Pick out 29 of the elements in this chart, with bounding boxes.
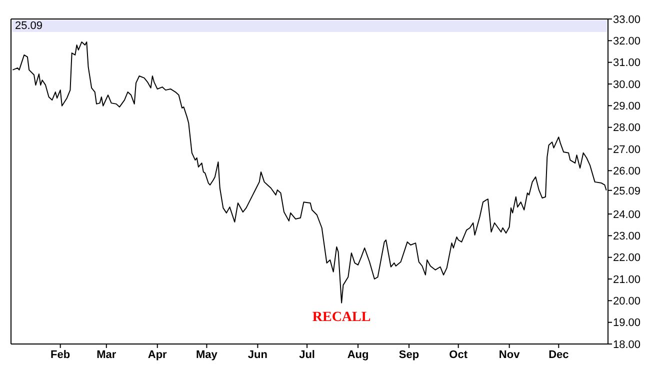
x-tick-label: Jun xyxy=(248,348,268,361)
x-tick-label: Feb xyxy=(50,348,70,361)
x-tick-label: Oct xyxy=(449,348,468,361)
x-tick-label: Dec xyxy=(548,348,569,361)
annotation: 25.09 xyxy=(15,20,43,32)
y-tick-label: 26.00 xyxy=(613,166,641,178)
y-tick-label: 32.00 xyxy=(613,36,641,48)
y-tick-label: 31.00 xyxy=(613,57,641,70)
x-tick-label: Nov xyxy=(498,348,521,361)
annotation: RECALL xyxy=(312,310,371,325)
y-tick-label: 29.00 xyxy=(613,100,641,113)
x-tick-label: Jul xyxy=(299,348,315,361)
x-tick-label: May xyxy=(196,348,218,361)
y-tick-label: 28.00 xyxy=(613,122,641,134)
x-tick-label: Mar xyxy=(96,348,117,361)
y-tick-label: 20.00 xyxy=(613,296,641,308)
y-tick-label: 22.00 xyxy=(613,252,641,264)
x-tick-label: Aug xyxy=(347,348,369,361)
x-tick-label: Apr xyxy=(148,348,168,361)
y-tick-label: 27.00 xyxy=(613,144,641,156)
y-tick-label: 18.00 xyxy=(613,338,641,351)
y-tick-label: 25.09 xyxy=(613,185,641,198)
y-tick-label: 19.00 xyxy=(613,317,641,330)
y-tick-label: 21.00 xyxy=(613,274,641,286)
x-tick-label: Sep xyxy=(398,348,420,361)
y-tick-label: 33.00 xyxy=(613,14,641,26)
y-tick-label: 30.00 xyxy=(613,78,641,91)
y-tick-label: 24.00 xyxy=(613,208,641,221)
y-tick-label: 23.00 xyxy=(613,230,641,243)
